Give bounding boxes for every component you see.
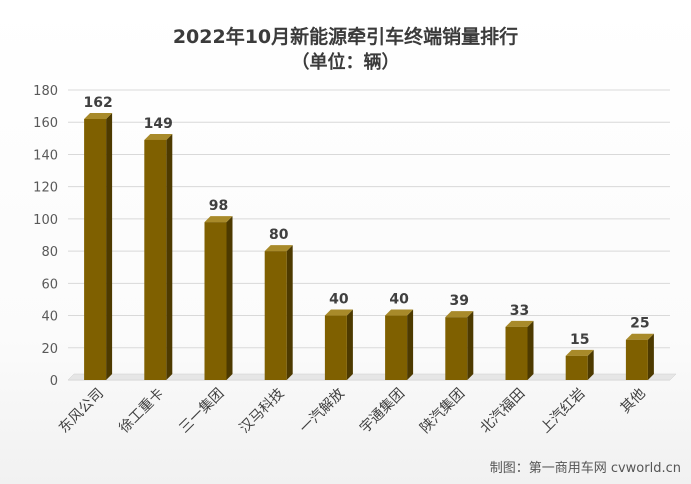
bar [264,251,287,380]
y-tick-label: 140 [33,148,58,163]
bar [505,326,528,380]
x-tick-label: 上汽红岩 [538,386,589,437]
bar-top [84,113,113,119]
bar-side [407,309,414,380]
data-label: 33 [510,303,529,319]
x-tick-label: 一汽解放 [297,386,348,437]
bar-side [226,216,233,380]
y-tick-label: 100 [33,213,58,228]
y-tick-label: 160 [33,116,58,131]
bar-top [505,320,534,327]
bar-top [204,216,233,223]
bar [144,139,167,380]
x-tick-label: 徐工重卡 [116,386,167,437]
bar-side [166,133,173,380]
y-tick-label: 60 [41,277,58,292]
data-label: 80 [269,227,289,243]
y-tick-label: 180 [33,84,58,99]
bar [445,317,468,380]
bar-top [385,309,414,316]
bar-top [565,349,594,356]
bar [324,315,347,380]
data-label: 98 [209,198,228,214]
x-tick-label: 宇通集团 [356,385,408,437]
bar-side [346,309,353,380]
data-label: 40 [329,292,349,308]
credit-text: 制图：第一商用车网 cvworld.cn [489,461,681,476]
bar-side [647,333,654,380]
bar [385,315,408,380]
bar-side [587,349,594,380]
bar-side [106,113,113,380]
bar [565,355,588,380]
data-label: 162 [83,95,112,111]
y-tick-label: 20 [41,342,58,357]
bar-top [264,245,293,252]
y-tick-label: 120 [33,181,58,196]
data-label: 40 [389,292,409,308]
bar-side [467,311,474,380]
bar [625,339,648,380]
x-tick-label: 陕汽集团 [417,385,469,437]
bar-top [445,311,474,318]
x-tick-label: 三一集团 [176,385,228,437]
bar [204,222,227,380]
y-tick-label: 80 [41,245,58,260]
x-tick-label: 东风公司 [56,386,107,437]
x-tick-label: 汉马科技 [237,386,288,437]
data-label: 15 [570,332,589,348]
data-label: 25 [630,316,649,332]
bar-top [625,333,654,340]
x-tick-label: 其他 [618,386,649,417]
bar-side [286,245,293,380]
data-label: 149 [144,116,173,132]
bar-top [324,309,353,316]
data-label: 39 [450,293,469,309]
y-tick-label: 40 [41,310,58,325]
bar [84,119,107,380]
chart-title: 2022年10月新能源牵引车终端销量排行 [172,26,519,48]
x-tick-label: 北汽福田 [477,386,528,437]
bar-side [527,320,534,380]
chart-subtitle: （单位：辆） [291,52,400,73]
bar-top [144,133,173,140]
y-tick-label: 0 [50,374,58,389]
